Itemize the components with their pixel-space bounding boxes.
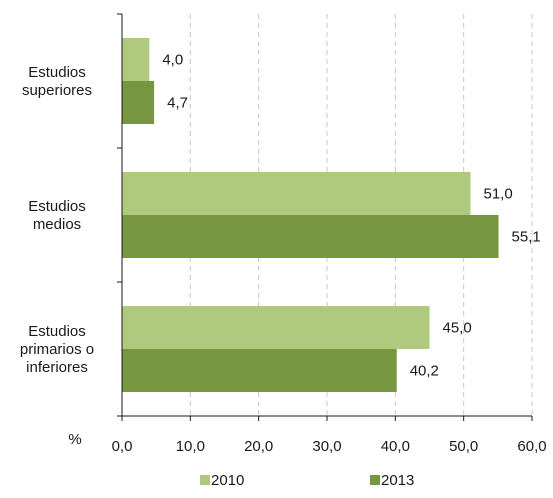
- bar-2013: [122, 81, 155, 124]
- bar-2010: [122, 38, 150, 81]
- category-label-line: Estudios: [28, 323, 86, 340]
- x-tick-label: 50,0: [449, 438, 478, 455]
- category-label-line: medios: [33, 216, 81, 233]
- unit-label: %: [68, 431, 81, 448]
- data-label: 51,0: [484, 186, 513, 203]
- x-tick-label: 20,0: [244, 438, 273, 455]
- data-label: 4,0: [162, 52, 183, 69]
- x-tick-label: 0,0: [112, 438, 133, 455]
- bar-2013: [122, 215, 499, 258]
- axes: [117, 13, 533, 421]
- legend-label: 2013: [381, 472, 414, 489]
- x-tick-label: 10,0: [176, 438, 205, 455]
- legend-swatch: [200, 475, 210, 485]
- category-label-line: primarios o: [20, 341, 94, 358]
- category-label-line: Estudios: [28, 198, 86, 215]
- bar-2010: [122, 172, 471, 215]
- labels: 0,0 10,0 20,0 30,0 40,0 50,0 60,0 4,0 4,7 Estudio…: [20, 52, 547, 456]
- category-label-line: superiores: [22, 82, 92, 99]
- bar-2010: [122, 306, 430, 349]
- category-label-line: inferiores: [26, 359, 88, 376]
- legend: 2010 2013: [200, 472, 414, 489]
- category-label: Estudios medios: [28, 198, 86, 233]
- category-label-line: Estudios: [28, 64, 86, 81]
- legend-label: 2010: [211, 472, 244, 489]
- bar-2013: [122, 349, 397, 392]
- x-tick-label: 30,0: [312, 438, 341, 455]
- data-label: 4,7: [167, 95, 188, 112]
- data-label: 45,0: [443, 320, 472, 337]
- x-tick-label: 60,0: [517, 438, 546, 455]
- data-label: 40,2: [410, 363, 439, 380]
- legend-swatch: [370, 475, 380, 485]
- category-label: Estudios primarios o inferiores: [20, 323, 94, 376]
- data-label: 55,1: [512, 229, 541, 246]
- x-tick-label: 40,0: [381, 438, 410, 455]
- category-label: Estudios superiores: [22, 64, 92, 99]
- bars: [122, 38, 499, 392]
